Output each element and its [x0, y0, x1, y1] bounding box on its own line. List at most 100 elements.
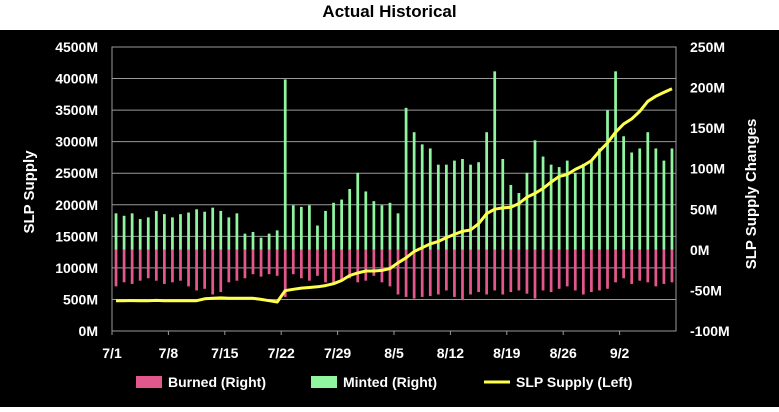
- burned-bar: [380, 249, 384, 283]
- minted-bar: [122, 215, 126, 250]
- burned-bar: [364, 249, 368, 281]
- legend-label-minted: Minted (Right): [343, 374, 437, 390]
- minted-bar: [130, 213, 134, 250]
- burned-bar: [485, 249, 489, 295]
- minted-bar: [404, 107, 408, 250]
- chart-title: Actual Historical: [322, 2, 457, 21]
- burned-bar: [163, 249, 166, 284]
- minted-bar: [573, 172, 577, 250]
- minted-bar: [614, 71, 617, 250]
- minted-bar: [670, 148, 674, 250]
- y-left-tick-label: 2500M: [55, 165, 98, 181]
- burned-bar: [316, 249, 319, 276]
- minted-bar: [308, 205, 311, 250]
- minted-bar: [291, 205, 295, 250]
- x-tick-label: 8/5: [384, 345, 404, 361]
- burned-bar: [565, 249, 569, 287]
- minted-bar: [267, 233, 271, 250]
- y-right-tick-label: 50M: [690, 201, 717, 217]
- minted-bar: [396, 213, 400, 250]
- legend-swatch-minted: [311, 376, 337, 388]
- burned-bar: [517, 249, 521, 291]
- supply-line-layer: [116, 87, 673, 304]
- minted-bar: [646, 132, 650, 250]
- minted-bar: [372, 201, 376, 250]
- minted-bar: [251, 232, 255, 250]
- minted-bar: [324, 210, 327, 250]
- minted-bar: [533, 140, 537, 250]
- legend: Burned (Right) Minted (Right) SLP Supply (…: [136, 374, 632, 390]
- x-tick-label: 8/26: [550, 345, 577, 361]
- minted-bar: [485, 132, 489, 250]
- burned-bar: [146, 249, 150, 279]
- burned-bar: [630, 249, 634, 284]
- minted-bar: [388, 202, 392, 250]
- burned-bar: [614, 249, 617, 283]
- burned-bar: [203, 249, 207, 289]
- minted-bar: [356, 172, 360, 250]
- y-right-tick-label: -50M: [690, 282, 722, 298]
- burned-bar: [557, 249, 561, 289]
- minted-bar: [453, 160, 456, 250]
- burned-bar: [154, 249, 158, 281]
- burned-bar: [662, 249, 666, 284]
- burned-bar: [332, 249, 335, 284]
- burned-bar: [622, 249, 625, 279]
- burned-bar: [356, 249, 360, 283]
- burned-bar: [130, 249, 134, 284]
- y-axis-left-label: SLP Supply: [21, 150, 38, 234]
- x-tick-label: 7/1: [102, 345, 122, 361]
- burned-bar: [308, 249, 311, 281]
- burned-bar: [283, 249, 287, 297]
- y-left-tick-label: 3000M: [55, 134, 98, 150]
- minted-bar: [412, 132, 416, 250]
- minted-bar: [332, 202, 335, 250]
- minted-bar: [283, 79, 287, 250]
- minted-bar: [195, 209, 198, 250]
- y-right-tick-label: 100M: [690, 161, 725, 177]
- minted-bar: [380, 205, 384, 250]
- burned-bar: [477, 249, 480, 293]
- minted-bar: [541, 156, 545, 250]
- minted-bar: [227, 217, 231, 250]
- minted-bar: [622, 136, 625, 250]
- burned-bar: [654, 249, 658, 287]
- burned-bar: [243, 249, 247, 279]
- minted-bar: [420, 144, 424, 250]
- minted-bar: [428, 148, 432, 250]
- burned-bar: [348, 249, 352, 279]
- minted-bar: [662, 160, 666, 250]
- minted-bar: [461, 158, 464, 250]
- y-axis-right-label: SLP Supply Changes: [743, 119, 760, 270]
- burned-bar: [195, 249, 198, 291]
- burned-bar: [469, 249, 472, 295]
- burned-bar: [291, 249, 295, 275]
- burned-bar: [138, 249, 142, 281]
- burned-bar: [549, 249, 553, 293]
- burned-bar: [436, 249, 440, 295]
- minted-bar: [638, 148, 642, 250]
- y-right-tick-label: 250M: [690, 39, 725, 55]
- burned-bars: [114, 249, 674, 301]
- x-tick-label: 7/29: [324, 345, 351, 361]
- minted-bar: [565, 160, 569, 250]
- chart-area: 0M 500M 1000M 1500M 2000M 2500M 3000M 3500M 4000…: [0, 30, 779, 407]
- burned-bar: [493, 249, 497, 291]
- burned-bar: [227, 249, 231, 283]
- x-tick-label: 8/12: [437, 345, 464, 361]
- minted-bar: [501, 158, 505, 250]
- minted-bar: [469, 164, 472, 250]
- y-left-tick-label: 2000M: [55, 197, 98, 213]
- minted-bar: [348, 189, 352, 250]
- minted-bar: [436, 164, 440, 250]
- x-tick-label: 8/19: [493, 345, 520, 361]
- burned-bar: [340, 249, 343, 281]
- burned-bar: [573, 249, 577, 291]
- chart-svg: 0M 500M 1000M 1500M 2000M 2500M 3000M 3500M 4000…: [21, 39, 760, 390]
- y-left-tick-label: 1500M: [55, 228, 98, 244]
- x-tick-label: 7/22: [268, 345, 295, 361]
- burned-bar: [171, 249, 174, 283]
- legend-swatch-burned: [136, 376, 162, 388]
- burned-bar: [525, 249, 529, 294]
- axis-layer: 0M 500M 1000M 1500M 2000M 2500M 3000M 3500M 4000…: [55, 39, 730, 361]
